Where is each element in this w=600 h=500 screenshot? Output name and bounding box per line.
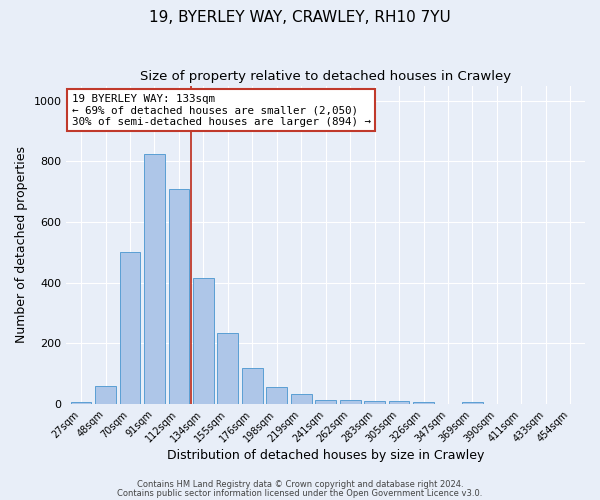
Bar	[291, 394, 311, 404]
Bar	[119, 252, 140, 404]
Y-axis label: Number of detached properties: Number of detached properties	[15, 146, 28, 344]
Bar	[364, 400, 385, 404]
Bar	[316, 400, 336, 404]
Bar	[71, 402, 91, 404]
Bar	[242, 368, 263, 404]
Text: 19 BYERLEY WAY: 133sqm
← 69% of detached houses are smaller (2,050)
30% of semi-: 19 BYERLEY WAY: 133sqm ← 69% of detached…	[71, 94, 371, 126]
Bar	[169, 188, 190, 404]
Bar	[462, 402, 483, 404]
Bar	[389, 401, 409, 404]
Bar	[413, 402, 434, 404]
X-axis label: Distribution of detached houses by size in Crawley: Distribution of detached houses by size …	[167, 450, 484, 462]
Bar	[340, 400, 361, 404]
Bar	[266, 388, 287, 404]
Bar	[95, 386, 116, 404]
Title: Size of property relative to detached houses in Crawley: Size of property relative to detached ho…	[140, 70, 511, 83]
Text: Contains public sector information licensed under the Open Government Licence v3: Contains public sector information licen…	[118, 488, 482, 498]
Text: 19, BYERLEY WAY, CRAWLEY, RH10 7YU: 19, BYERLEY WAY, CRAWLEY, RH10 7YU	[149, 10, 451, 25]
Bar	[217, 333, 238, 404]
Bar	[193, 278, 214, 404]
Text: Contains HM Land Registry data © Crown copyright and database right 2024.: Contains HM Land Registry data © Crown c…	[137, 480, 463, 489]
Bar	[144, 154, 165, 404]
